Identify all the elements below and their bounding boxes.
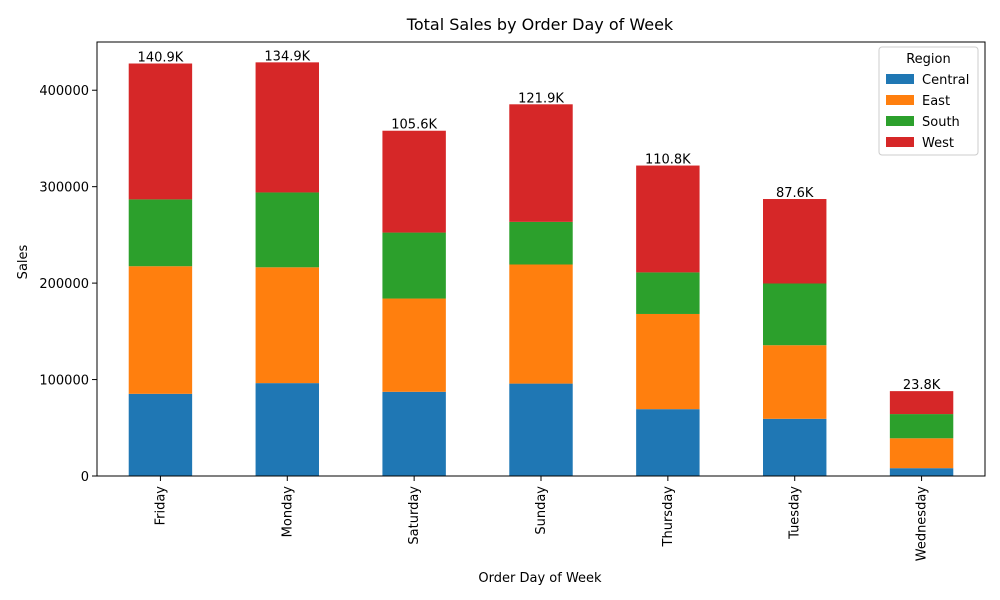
data-label-west-friday: 140.9K [138, 51, 184, 66]
bar-central-monday [255, 383, 319, 476]
bar-east-monday [255, 267, 319, 384]
bar-west-monday [255, 62, 319, 193]
chart-title: Total Sales by Order Day of Week [406, 15, 674, 34]
y-tick-label: 200000 [39, 277, 89, 292]
bar-west-tuesday [763, 199, 827, 284]
legend-label-east: East [922, 94, 950, 109]
bar-central-sunday [509, 383, 573, 476]
legend-title: Region [906, 52, 951, 67]
bar-south-sunday [509, 221, 573, 265]
bar-central-saturday [382, 391, 446, 476]
legend-swatch-central [886, 74, 914, 84]
x-tick-label-saturday: Saturday [407, 486, 422, 545]
bar-west-sunday [509, 104, 573, 222]
data-label-west-saturday: 105.6K [391, 118, 437, 133]
x-tick-label-sunday: Sunday [534, 486, 549, 535]
bar-south-tuesday [763, 283, 827, 346]
legend-swatch-south [886, 116, 914, 126]
y-tick-label: 0 [81, 470, 89, 485]
data-label-west-tuesday: 87.6K [776, 186, 814, 201]
legend-label-west: West [922, 136, 954, 151]
bar-west-saturday [382, 130, 446, 233]
bar-east-friday [128, 266, 193, 394]
legend-swatch-west [886, 137, 914, 147]
legend-label-south: South [922, 115, 960, 130]
bar-south-saturday [382, 232, 446, 299]
bar-south-wednesday [889, 414, 954, 439]
bar-central-wednesday [889, 468, 954, 476]
bar-central-thursday [636, 409, 700, 476]
x-tick-label-thursday: Thursday [661, 486, 676, 548]
data-label-west-wednesday: 23.8K [903, 378, 941, 393]
y-tick-label: 100000 [39, 374, 89, 389]
axes-frame [96, 41, 986, 477]
x-axis-label: Order Day of Week [478, 571, 602, 586]
y-tick-label: 400000 [39, 84, 89, 99]
data-label-west-sunday: 121.9K [518, 91, 564, 106]
bar-west-thursday [636, 165, 700, 273]
bar-east-tuesday [763, 345, 827, 419]
legend-label-central: Central [922, 73, 969, 88]
x-tick-label-wednesday: Wednesday [915, 486, 930, 562]
bar-west-wednesday [889, 391, 954, 415]
data-label-west-monday: 134.9K [264, 49, 310, 64]
bar-east-wednesday [889, 438, 954, 469]
plot-area: 85.2K132.3K69.3K140.9KFriday96.3K120.1K7… [39, 41, 986, 562]
data-label-west-thursday: 110.8K [645, 153, 691, 168]
y-axis-label: Sales [16, 244, 31, 279]
bar-central-tuesday [763, 418, 827, 476]
x-tick-label-tuesday: Tuesday [788, 486, 803, 540]
x-tick-label-monday: Monday [280, 486, 295, 538]
legend: Region Central East South West [878, 46, 979, 156]
bar-south-thursday [636, 272, 700, 314]
bar-east-sunday [509, 264, 573, 384]
y-tick-label: 300000 [39, 181, 89, 196]
legend-swatch-east [886, 95, 914, 105]
bar-south-monday [255, 192, 319, 268]
bar-east-saturday [382, 298, 446, 392]
bar-central-friday [128, 393, 193, 476]
x-tick-label-friday: Friday [153, 486, 168, 526]
bar-west-friday [128, 63, 193, 200]
bar-south-friday [128, 199, 193, 267]
bar-east-thursday [636, 313, 700, 410]
